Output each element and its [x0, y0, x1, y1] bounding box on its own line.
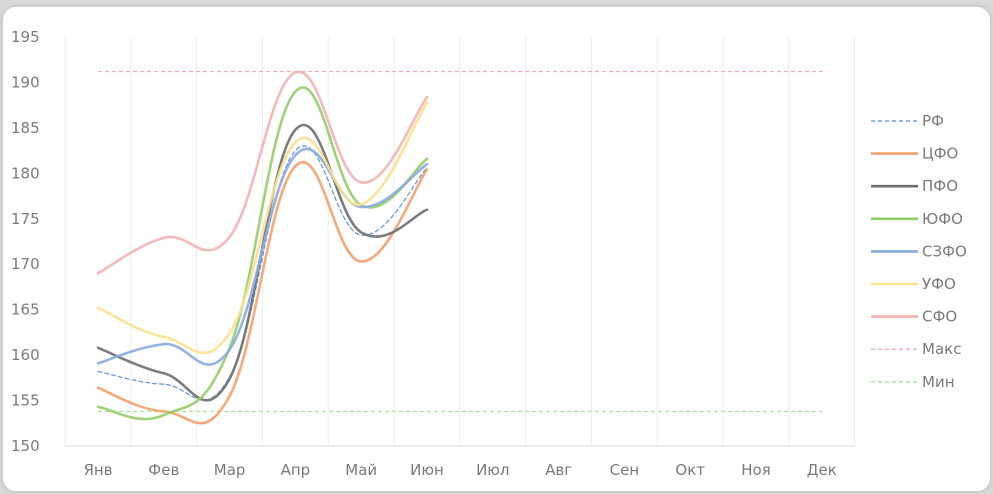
y-tick-label: 155 — [11, 392, 40, 410]
y-tick-label: 175 — [11, 210, 40, 228]
legend-label: ЦФО — [922, 145, 958, 163]
y-tick-label: 150 — [11, 437, 40, 455]
legend-label: РФ — [922, 112, 944, 130]
legend-label: ЮФО — [922, 210, 963, 228]
y-tick-label: 190 — [11, 73, 40, 91]
legend-label: УФО — [922, 275, 956, 293]
x-tick-label: Янв — [83, 461, 112, 479]
y-tick-label: 165 — [11, 301, 40, 319]
series-сзфо-line — [96, 147, 429, 366]
y-axis: 150 155 160 165 170 175 180 185 190 195 — [11, 28, 40, 455]
y-tick-label: 185 — [11, 119, 40, 137]
chart-card: 150 155 160 165 170 175 180 185 190 195 Янв Фев Мар… — [2, 6, 991, 492]
x-tick-label: Авг — [545, 461, 572, 479]
x-tick-label: Мар — [214, 461, 246, 479]
series-цфо-line — [96, 161, 429, 425]
legend-label: ПФО — [922, 177, 958, 195]
x-axis: Янв Фев Мар Апр Май Июн Июл Авг Сен Окт Ноя Дек — [83, 461, 836, 479]
series-пфо-line — [96, 124, 429, 402]
x-tick-label: Апр — [281, 461, 311, 479]
reference-lines — [98, 70, 825, 413]
x-tick-label: Дек — [807, 461, 837, 479]
legend-label: СФО — [922, 308, 957, 326]
line-chart: 150 155 160 165 170 175 180 185 190 195 Янв Фев Мар… — [11, 28, 967, 479]
y-tick-label: 160 — [11, 346, 40, 364]
chart-legend: РФ ЦФО ПФО ЮФО СЗФО УФО СФО Макс Мин — [871, 112, 967, 391]
legend-label: СЗФО — [922, 242, 967, 260]
x-tick-label: Май — [345, 461, 377, 479]
series-уфо-line — [96, 101, 429, 355]
x-tick-label: Окт — [675, 461, 705, 479]
y-tick-label: 180 — [11, 164, 40, 182]
chart-series — [96, 70, 429, 425]
legend-label: Мин — [922, 373, 955, 391]
y-tick-label: 170 — [11, 255, 40, 273]
y-tick-label: 195 — [11, 28, 40, 46]
x-tick-label: Июн — [410, 461, 444, 479]
x-tick-label: Ноя — [741, 461, 770, 479]
chart-grid — [64, 37, 856, 447]
legend-label: Макс — [922, 340, 961, 358]
x-tick-label: Июл — [476, 461, 509, 479]
x-tick-label: Сен — [610, 461, 640, 479]
x-tick-label: Фев — [148, 461, 179, 479]
series-сфо-line — [96, 70, 429, 275]
